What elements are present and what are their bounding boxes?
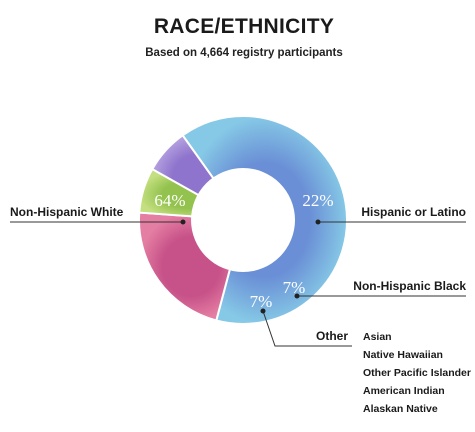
slice-value-label-black: 7%: [283, 278, 306, 297]
slice-label-other: Other: [316, 329, 348, 343]
slice-label-white: Non-Hispanic White: [10, 205, 124, 219]
chart-subtitle: Based on 4,664 registry participants: [145, 47, 343, 59]
slice-value-label-white: 64%: [154, 191, 185, 210]
leader-dot-white: [180, 219, 186, 225]
other-breakdown-item: American Indian: [363, 385, 445, 397]
other-breakdown-item: Other Pacific Islander: [363, 367, 471, 379]
slice-label-black: Non-Hispanic Black: [353, 279, 466, 293]
slice-value-label-hispanic: 22%: [302, 191, 333, 210]
slice-value-label-other: 7%: [250, 292, 273, 311]
leader-dot-black: [294, 293, 300, 299]
slice-label-hispanic: Hispanic or Latino: [361, 205, 466, 219]
other-breakdown-item: Alaskan Native: [363, 403, 438, 415]
leader-line-other: [262, 310, 352, 347]
leader-dot-hispanic: [315, 219, 321, 225]
donut-hole: [191, 168, 295, 272]
leader-dot-other: [260, 308, 266, 314]
chart-title: RACE/ETHNICITY: [154, 15, 334, 38]
other-breakdown-item: Native Hawaiian: [363, 349, 443, 361]
other-breakdown-item: Asian: [363, 331, 392, 343]
